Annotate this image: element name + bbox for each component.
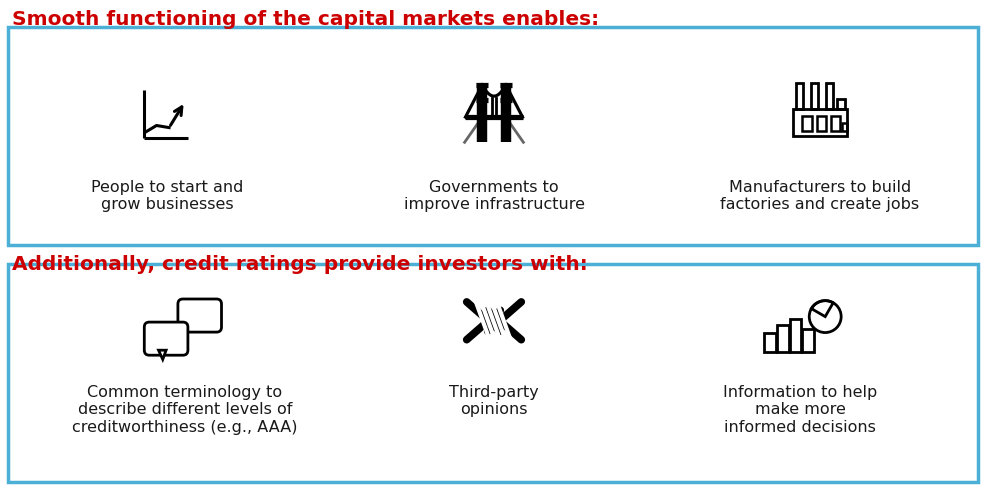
Bar <box>789 318 801 352</box>
Text: People to start and
grow businesses: People to start and grow businesses <box>91 180 243 212</box>
Bar <box>817 116 826 131</box>
Text: Governments to
improve infrastructure: Governments to improve infrastructure <box>404 180 584 212</box>
FancyBboxPatch shape <box>144 322 188 355</box>
Polygon shape <box>158 350 166 360</box>
Text: Common terminology to
describe different levels of
creditworthiness (e.g., AAA): Common terminology to describe different… <box>72 385 298 435</box>
Bar <box>8 27 978 245</box>
Bar <box>831 116 840 131</box>
Bar <box>826 83 833 109</box>
Bar <box>793 109 848 136</box>
Bar <box>8 264 978 482</box>
FancyBboxPatch shape <box>178 299 222 332</box>
Bar <box>842 122 847 131</box>
Bar <box>777 325 788 352</box>
Text: Third-party
opinions: Third-party opinions <box>449 385 539 417</box>
Text: Additionally, credit ratings provide investors with:: Additionally, credit ratings provide inv… <box>12 255 587 274</box>
Bar <box>811 83 818 109</box>
Bar <box>802 329 814 352</box>
Text: Information to help
make more
informed decisions: Information to help make more informed d… <box>723 385 877 435</box>
Bar <box>764 333 776 352</box>
Text: Manufacturers to build
factories and create jobs: Manufacturers to build factories and cre… <box>720 180 920 212</box>
Bar <box>802 116 812 131</box>
Text: Smooth functioning of the capital markets enables:: Smooth functioning of the capital market… <box>12 10 599 29</box>
Bar <box>796 83 803 109</box>
Bar <box>838 98 845 109</box>
